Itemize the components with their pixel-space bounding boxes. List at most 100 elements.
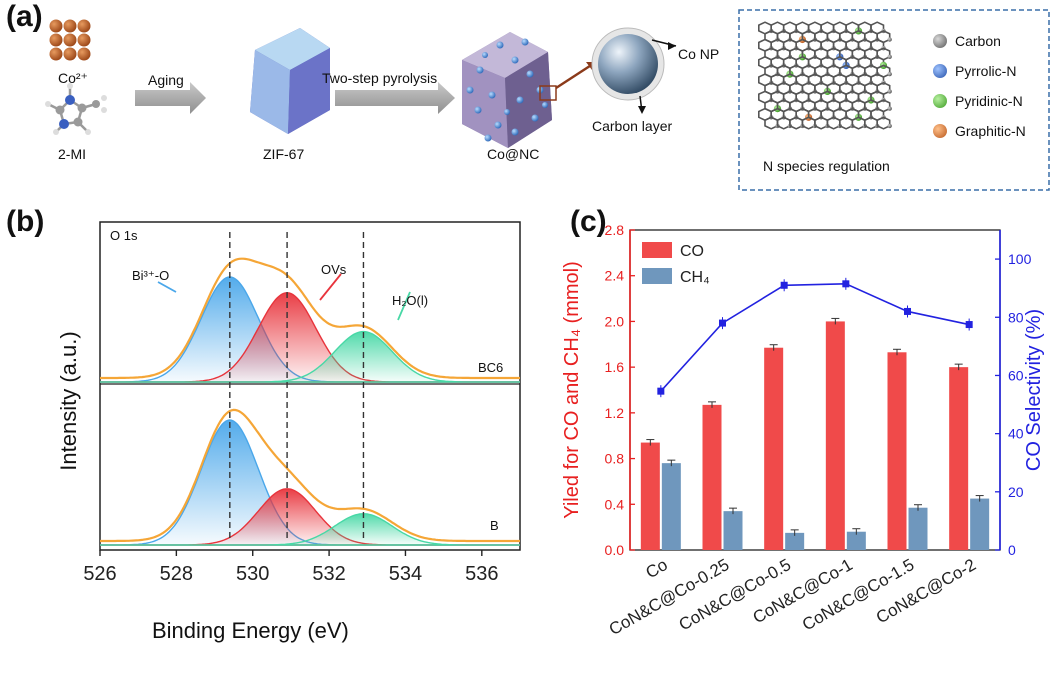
pyrolysis-label: Two-step pyrolysis [322, 70, 438, 86]
peak-annotation-arrow [157, 281, 177, 293]
y-tick-label: 2.0 [605, 313, 625, 329]
y2-tick-label: 0 [1008, 542, 1016, 558]
legend-label: Carbon [955, 33, 1001, 49]
co-bar [702, 404, 722, 550]
co-ion-label: Co²⁺ [58, 70, 88, 86]
legend-carbon: Carbon [933, 26, 1026, 56]
ch4-bar [723, 511, 743, 550]
co-bar [949, 367, 969, 550]
legend-label: Graphitic-N [955, 123, 1026, 139]
legend-ch4-label: CH₄ [680, 269, 710, 286]
lattice-atom [887, 89, 892, 94]
x-tick-label: 534 [389, 563, 422, 585]
ch4-bar [661, 463, 681, 550]
ch4-bar [970, 498, 990, 550]
xps-envelope-bc6 [100, 257, 520, 380]
peak-annotation-arrow [397, 291, 411, 321]
y-tick-label: 0.0 [605, 542, 625, 558]
bi-o-label: Bi³⁺-O [132, 268, 170, 283]
xps-x-ticks: 526 528 530 532 534 536 [83, 550, 499, 585]
y-tick-label: 2.4 [605, 268, 625, 284]
legend-pyrrolic-n: Pyrrolic-N [933, 56, 1026, 86]
co-np-sphere [591, 27, 677, 114]
xps-curves [100, 257, 520, 546]
xps-plot-frame [99, 221, 521, 551]
lattice-atom [887, 37, 892, 42]
aging-label: Aging [148, 72, 184, 88]
y-tick-label: 1.2 [605, 405, 625, 421]
co-bar [825, 321, 845, 550]
ch4-bar [785, 532, 805, 550]
xps-peak-bc6-2 [100, 330, 520, 383]
ch4-bar [908, 507, 928, 550]
x-tick-label: 526 [83, 563, 116, 585]
graphitic-n-atom-icon [933, 124, 947, 138]
legend-label: Pyridinic-N [955, 93, 1023, 109]
xps-y-axis-title: Intensity (a.u.) [56, 331, 81, 471]
panel-b-label: (b) [6, 205, 45, 238]
pyrrolic-n-atom-icon [933, 64, 947, 78]
legend-graphitic-n: Graphitic-N [933, 116, 1026, 146]
peak-annotation-arrow [319, 273, 342, 301]
zif-67-label: ZIF-67 [263, 146, 305, 162]
co-bar [640, 442, 660, 550]
ch4-bar [846, 531, 866, 550]
x-tick-label: 530 [236, 563, 269, 585]
xps-core-level: O 1s [110, 228, 138, 243]
y2-tick-label: 100 [1008, 251, 1032, 267]
legend-co-swatch [642, 242, 672, 258]
h2o-label: H₂O(l) [392, 293, 429, 308]
y2-tick-label: 80 [1008, 309, 1024, 325]
legend-ch4-swatch [642, 268, 672, 284]
xps-x-axis-title: Binding Energy (eV) [152, 618, 349, 643]
co-nc-label: Co@NC [487, 146, 540, 162]
sample-bc6-label: BC6 [478, 360, 504, 375]
legend-label: Pyrrolic-N [955, 63, 1017, 79]
xps-peak-bc6-1 [100, 292, 520, 383]
zif-67-crystal [250, 28, 330, 134]
panel-c-label: (c) [570, 205, 607, 238]
xps-peak-b-2 [100, 513, 520, 546]
aging-arrow [135, 82, 206, 114]
y-tick-label: 1.6 [605, 359, 625, 375]
co-nc-crystal [462, 32, 597, 148]
x-tick-label: 528 [160, 563, 193, 585]
x-tick-label: 536 [465, 563, 498, 585]
carbon-layer-label: Carbon layer [592, 118, 673, 134]
y2-axis-title: CO Selectivity (%) [1023, 309, 1045, 471]
co-np-label: Co NP [678, 46, 720, 62]
ligand-label: 2-MI [58, 146, 86, 162]
2-mi-molecule [45, 83, 107, 135]
xps-envelope-b [100, 408, 520, 543]
x-category-label: Co [643, 555, 671, 582]
co-ion-spheres [49, 19, 91, 61]
y2-tick-label: 20 [1008, 484, 1024, 500]
co-selectivity-line [660, 283, 970, 392]
co-bar [764, 347, 784, 550]
lattice-atom [887, 106, 892, 111]
sample-b-label: B [490, 518, 499, 533]
y2-tick-label: 40 [1008, 426, 1024, 442]
lattice-hexagon [876, 116, 891, 130]
y-tick-label: 0.4 [605, 496, 625, 512]
panel-a-label: (a) [6, 0, 43, 33]
co-yield-chart: 0.00.40.81.21.62.02.42.8020406080100CoCo… [561, 222, 1045, 639]
legend-pyridinic-n: Pyridinic-N [933, 86, 1026, 116]
panel-a-schematic [45, 9, 1050, 191]
bar-plot-area: 0.00.40.81.21.62.02.42.8020406080100CoCo… [561, 222, 1045, 639]
y-axis-title: Yiled for CO and CH₄ (mmol) [561, 261, 583, 518]
inset-caption: N species regulation [763, 158, 890, 174]
n-species-inset-box [738, 9, 1050, 191]
lattice-atom [887, 54, 892, 59]
pyridinic-n-atom-icon [933, 94, 947, 108]
y-tick-label: 0.8 [605, 451, 625, 467]
xps-reference-lines [229, 232, 365, 540]
lattice-atom [887, 71, 892, 77]
carbon-atom-icon [933, 34, 947, 48]
co-bar [887, 352, 907, 550]
y2-tick-label: 60 [1008, 367, 1024, 383]
lattice-atom [887, 123, 892, 129]
graphene-lattice [757, 21, 892, 130]
xps-o1s-plot: 526 528 530 532 534 536 [83, 221, 521, 585]
ov-label: OVs [321, 262, 347, 277]
